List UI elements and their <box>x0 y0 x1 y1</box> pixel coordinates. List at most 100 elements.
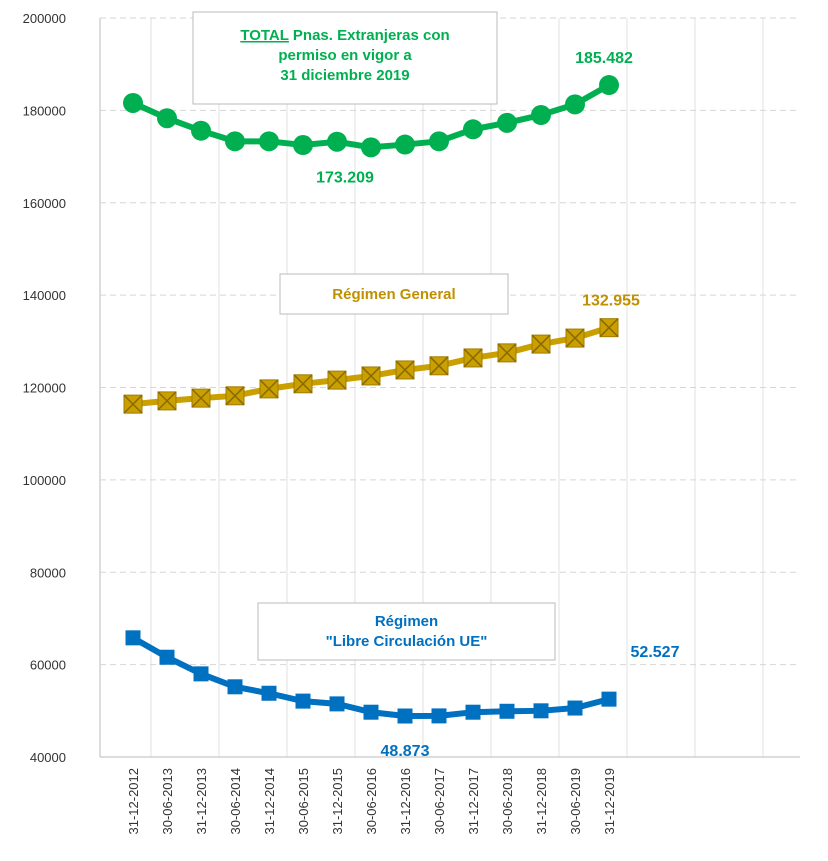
marker <box>327 131 347 152</box>
marker-x <box>361 366 381 386</box>
marker <box>463 119 483 140</box>
marker <box>429 356 449 376</box>
x-tick-label: 30-06-2014 <box>228 768 243 835</box>
marker <box>125 630 141 646</box>
x-tick-label: 30-06-2013 <box>160 768 175 835</box>
marker <box>225 386 245 406</box>
marker <box>599 75 619 96</box>
marker <box>463 348 483 368</box>
series-label: TOTAL Pnas. Extranjeras con <box>240 27 449 44</box>
marker <box>567 700 583 716</box>
series-label: Régimen <box>375 613 438 630</box>
x-tick-label: 30-06-2018 <box>500 768 515 835</box>
marker <box>565 94 585 115</box>
marker-x <box>259 379 279 399</box>
marker-x <box>599 318 619 338</box>
marker-x <box>531 334 551 354</box>
value-label: 52.527 <box>631 644 680 661</box>
marker-x <box>429 356 449 376</box>
marker <box>429 131 449 152</box>
marker <box>361 366 381 386</box>
marker-x <box>565 328 585 348</box>
marker <box>533 703 549 719</box>
marker <box>565 328 585 348</box>
y-tick-label: 180000 <box>23 103 66 118</box>
series-label-box <box>279 273 509 315</box>
y-tick-label: 140000 <box>23 288 66 303</box>
marker <box>431 708 447 724</box>
marker <box>293 135 313 156</box>
marker <box>499 703 515 719</box>
y-tick-label: 200000 <box>23 11 66 26</box>
series-label: 31 diciembre 2019 <box>280 67 409 84</box>
marker <box>157 108 177 129</box>
marker <box>465 704 481 720</box>
y-tick-label: 40000 <box>30 750 66 765</box>
y-tick-label: 100000 <box>23 473 66 488</box>
x-tick-label: 31-12-2016 <box>398 768 413 835</box>
marker <box>123 92 143 113</box>
marker <box>259 379 279 399</box>
value-label: 132.955 <box>582 293 640 310</box>
series-label: "Libre Circulación UE" <box>326 633 488 650</box>
value-label: 48.873 <box>381 743 430 760</box>
marker-x <box>225 386 245 406</box>
marker <box>193 666 209 682</box>
marker <box>261 685 277 701</box>
marker <box>497 112 517 133</box>
marker <box>397 708 413 724</box>
marker <box>531 334 551 354</box>
marker <box>327 370 347 390</box>
x-tick-label: 31-12-2012 <box>126 768 141 835</box>
y-tick-label: 80000 <box>30 565 66 580</box>
marker <box>191 388 211 408</box>
marker-x <box>395 360 415 380</box>
x-tick-label: 31-12-2015 <box>330 768 345 835</box>
marker <box>531 104 551 125</box>
marker-x <box>157 391 177 411</box>
value-label: 185.482 <box>575 50 633 67</box>
marker <box>601 691 617 707</box>
x-tick-label: 30-06-2015 <box>296 768 311 835</box>
y-tick-label: 160000 <box>23 196 66 211</box>
marker <box>293 374 313 394</box>
marker <box>295 693 311 709</box>
x-tick-label: 30-06-2019 <box>568 768 583 835</box>
y-tick-label: 60000 <box>30 658 66 673</box>
marker-x <box>497 343 517 363</box>
series-label: permiso en vigor a <box>278 47 412 64</box>
series-label-box <box>192 11 498 105</box>
marker <box>361 137 381 158</box>
marker <box>329 696 345 712</box>
y-tick-label: 120000 <box>23 381 66 396</box>
series-label-text: Pnas. Extranjeras con <box>293 27 450 44</box>
marker <box>225 131 245 152</box>
x-tick-label: 30-06-2016 <box>364 768 379 835</box>
marker <box>191 120 211 141</box>
x-tick-label: 31-12-2014 <box>262 768 277 835</box>
marker-x <box>123 394 143 414</box>
marker <box>395 134 415 155</box>
marker <box>259 131 279 152</box>
value-label: 173.209 <box>316 170 374 187</box>
marker <box>123 394 143 414</box>
x-tick-label: 31-12-2019 <box>602 768 617 835</box>
series-label-emphasis: TOTAL <box>240 27 289 44</box>
series-label-box <box>257 602 556 661</box>
marker-x <box>293 374 313 394</box>
marker <box>227 679 243 695</box>
x-tick-label: 31-12-2013 <box>194 768 209 835</box>
x-tick-label: 31-12-2018 <box>534 768 549 835</box>
x-tick-label: 31-12-2017 <box>466 768 481 835</box>
marker <box>599 318 619 338</box>
marker <box>363 704 379 720</box>
marker <box>159 649 175 665</box>
marker <box>395 360 415 380</box>
marker-x <box>327 370 347 390</box>
marker-x <box>191 388 211 408</box>
series-label: Régimen General <box>332 286 455 303</box>
marker-x <box>463 348 483 368</box>
marker <box>157 391 177 411</box>
marker <box>497 343 517 363</box>
